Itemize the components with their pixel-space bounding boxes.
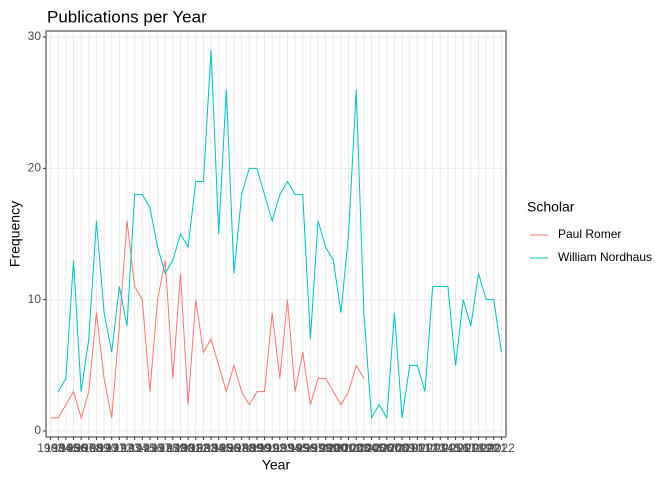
x-tick-label: 1995 (282, 441, 309, 455)
x-tick-label: 1987 (221, 441, 248, 455)
x-tick-label: 2007 (373, 441, 400, 455)
y-tick-label: 20 (28, 161, 42, 175)
x-tick-label: 2008 (381, 441, 408, 455)
x-tick-label: 1969 (83, 441, 110, 455)
x-tick-label: 2019 (465, 441, 492, 455)
legend-title: Scholar (527, 199, 575, 215)
x-tick-label: 1972 (106, 441, 133, 455)
x-tick-label: 1978 (152, 441, 179, 455)
x-tick-label: 1982 (182, 441, 209, 455)
x-tick-label: 2004 (351, 441, 378, 455)
x-tick-label: 1998 (305, 441, 332, 455)
x-tick-label: 1970 (91, 441, 118, 455)
x-tick-label: 1984 (198, 441, 225, 455)
y-axis-label: Frequency (7, 201, 23, 267)
x-tick-label: 2018 (457, 441, 484, 455)
x-tick-label: 1983 (190, 441, 217, 455)
x-tick-label: 2003 (343, 441, 370, 455)
x-tick-label: 1999 (312, 441, 339, 455)
x-tick-label: 1996 (289, 441, 316, 455)
x-tick-label: 1963 (37, 441, 64, 455)
x-tick-label: 1975 (129, 441, 156, 455)
x-tick-label: 1974 (121, 441, 148, 455)
x-tick-label: 1980 (167, 441, 194, 455)
x-tick-label: 2014 (427, 441, 454, 455)
x-tick-label: 1964 (45, 441, 72, 455)
x-tick-label: 2013 (419, 441, 446, 455)
legend-label: William Nordhaus (558, 250, 652, 264)
y-tick-label: 0 (34, 423, 41, 437)
x-tick-label: 1981 (175, 441, 202, 455)
x-tick-label: 1994 (274, 441, 301, 455)
x-tick-label: 1968 (75, 441, 102, 455)
x-tick-label: 2002 (335, 441, 362, 455)
x-tick-label: 2000 (320, 441, 347, 455)
x-tick-label: 2020 (473, 441, 500, 455)
series-line (57, 50, 502, 420)
x-tick-label: 2017 (450, 441, 477, 455)
x-tick-label: 1986 (213, 441, 240, 455)
x-tick-label: 1973 (114, 441, 141, 455)
x-tick-label: 1977 (144, 441, 171, 455)
x-tick-label: 2012 (412, 441, 439, 455)
x-tick-label: 1979 (159, 441, 186, 455)
series-line (50, 220, 365, 420)
panel-border (45, 30, 507, 438)
x-tick-label: 1965 (53, 441, 80, 455)
x-tick-label: 2009 (389, 441, 416, 455)
x-tick-label: 1967 (68, 441, 95, 455)
x-tick-label: 1971 (98, 441, 125, 455)
x-tick-label: 2015 (435, 441, 462, 455)
chart-title: Publications per Year (47, 7, 207, 26)
legend-label: Paul Romer (558, 227, 621, 241)
x-tick-label: 2021 (480, 441, 507, 455)
x-axis-label: Year (262, 457, 291, 473)
x-tick-label: 1985 (205, 441, 232, 455)
x-tick-label: 2011 (404, 441, 430, 455)
x-tick-label: 1989 (236, 441, 263, 455)
x-tick-label: 2006 (366, 441, 393, 455)
x-tick-label: 2022 (488, 441, 515, 455)
x-tick-label: 1997 (297, 441, 324, 455)
x-tick-label: 1992 (259, 441, 286, 455)
y-tick-label: 30 (28, 29, 42, 43)
x-tick-label: 1966 (60, 441, 87, 455)
x-tick-label: 2005 (358, 441, 385, 455)
y-tick-label: 10 (28, 292, 42, 306)
x-tick-label: 1988 (228, 441, 255, 455)
x-tick-label: 1990 (244, 441, 271, 455)
x-tick-label: 1991 (251, 441, 278, 455)
x-tick-label: 2016 (442, 441, 469, 455)
x-tick-label: 1993 (266, 441, 293, 455)
x-tick-label: 2010 (396, 441, 423, 455)
x-tick-label: 1976 (137, 441, 164, 455)
x-tick-label: 2001 (328, 441, 355, 455)
